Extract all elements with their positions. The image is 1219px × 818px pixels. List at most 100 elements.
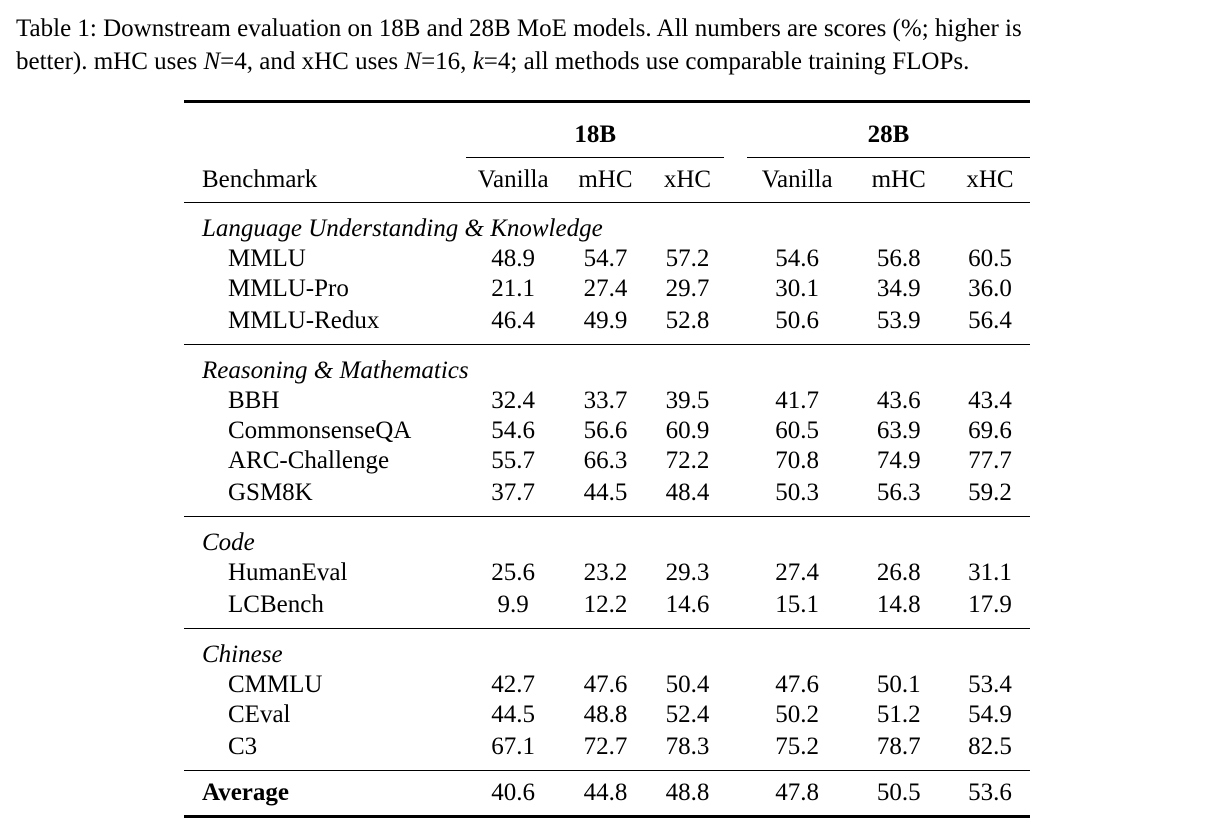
score-vanilla-18b: 67.1 [491,733,536,760]
average-vanilla-28b: 47.8 [775,779,820,806]
score-vanilla-28b: 27.4 [775,559,820,586]
score-xhc-28b: 60.5 [968,245,1012,272]
results-table: 18B 28B Benchmark Vanilla mHC xHC Vanill… [184,100,1030,818]
score-vanilla-28b: 70.8 [775,447,820,474]
score-mhc-18b: 23.2 [583,559,628,586]
benchmark-name: MMLU-Pro [228,275,349,302]
caption-var-k: k [472,48,484,75]
score-mhc-28b: 26.8 [876,559,921,586]
caption-line2-c: =16, [421,48,473,75]
score-xhc-18b: 50.4 [665,671,710,698]
score-xhc-28b: 43.4 [968,387,1012,414]
score-vanilla-28b: 41.7 [775,387,820,414]
score-mhc-28b: 34.9 [876,275,921,302]
average-mhc-18b: 44.8 [583,779,628,806]
benchmark-name: ARC-Challenge [228,447,390,474]
score-vanilla-18b: 55.7 [491,447,536,474]
benchmark-name: MMLU-Redux [228,307,380,334]
table-row: BBH 32.4 33.7 39.5 41.7 43.6 43.4 [184,386,1030,416]
score-mhc-18b: 48.8 [583,701,628,728]
score-xhc-18b: 29.3 [665,559,710,586]
group-header-row: 18B 28B [184,103,1030,158]
group-header-28b: 28B [746,103,1030,158]
col-header-vanilla-28b: Vanilla [746,157,848,203]
average-mhc-28b: 50.5 [876,779,921,806]
score-xhc-28b: 59.2 [968,479,1012,506]
score-xhc-28b: 53.4 [968,671,1012,698]
score-mhc-18b: 12.2 [583,591,628,618]
score-vanilla-18b: 32.4 [491,387,536,414]
score-vanilla-28b: 75.2 [775,733,820,760]
score-xhc-28b: 54.9 [968,701,1012,728]
score-mhc-28b: 50.1 [876,671,921,698]
section-title: Chinese [202,641,283,668]
score-xhc-18b: 39.5 [665,387,710,414]
benchmark-name: LCBench [228,591,324,618]
table-row: MMLU-Redux 46.4 49.9 52.8 50.6 53.9 56.4 [184,304,1030,344]
score-mhc-18b: 56.6 [583,417,628,444]
section-header: Reasoning & Mathematics [184,345,1030,387]
average-label: Average [202,779,289,806]
score-mhc-28b: 56.8 [876,245,921,272]
score-xhc-28b: 82.5 [968,733,1012,760]
caption-line2-b: =4, and xHC uses [220,48,405,75]
table-row: CommonsenseQA 54.6 56.6 60.9 60.5 63.9 69.6 [184,416,1030,446]
column-header-row: Benchmark Vanilla mHC xHC Vanilla mHC xH… [184,157,1030,203]
score-xhc-18b: 14.6 [665,591,710,618]
table-row: GSM8K 37.7 44.5 48.4 50.3 56.3 59.2 [184,476,1030,516]
caption-line2-d: =4; all methods use comparable training … [483,48,970,75]
score-vanilla-28b: 60.5 [775,417,820,444]
caption-var-n1: N [203,48,221,75]
table-row: LCBench 9.9 12.2 14.6 15.1 14.8 17.9 [184,588,1030,628]
score-xhc-18b: 48.4 [665,479,710,506]
table-body: Language Understanding & Knowledge MMLU 48… [184,203,1030,771]
score-vanilla-18b: 42.7 [491,671,536,698]
score-mhc-18b: 66.3 [583,447,628,474]
benchmark-name: C3 [228,733,258,760]
score-mhc-18b: 72.7 [583,733,628,760]
section-header: Chinese [184,629,1030,671]
score-mhc-28b: 51.2 [876,701,921,728]
score-mhc-18b: 33.7 [583,387,628,414]
score-mhc-18b: 49.9 [583,307,628,334]
caption-line1: Downstream evaluation on 18B and 28B MoE… [103,15,1022,42]
benchmark-name: BBH [228,387,280,414]
benchmark-name: CEval [228,701,291,728]
benchmark-name: CommonsenseQA [228,417,412,444]
table-caption: Table 1: Downstream evaluation on 18B an… [16,12,1206,78]
score-xhc-28b: 56.4 [968,307,1012,334]
score-vanilla-18b: 25.6 [491,559,536,586]
caption-line2-a: better). mHC uses [16,48,204,75]
group-header-18b: 18B [466,103,725,158]
benchmark-name: CMMLU [228,671,323,698]
score-xhc-18b: 57.2 [665,245,710,272]
score-xhc-18b: 72.2 [665,447,710,474]
average-xhc-28b: 53.6 [968,779,1012,806]
score-vanilla-28b: 54.6 [775,245,820,272]
caption-var-n2: N [404,48,422,75]
score-vanilla-28b: 15.1 [775,591,820,618]
score-mhc-28b: 78.7 [876,733,921,760]
table-row: HumanEval 25.6 23.2 29.3 27.4 26.8 31.1 [184,558,1030,588]
score-vanilla-28b: 47.6 [775,671,820,698]
score-xhc-18b: 78.3 [665,733,710,760]
benchmark-name: HumanEval [228,559,348,586]
score-vanilla-18b: 44.5 [491,701,536,728]
score-xhc-18b: 52.8 [665,307,710,334]
score-vanilla-18b: 48.9 [491,245,536,272]
score-xhc-18b: 52.4 [665,701,710,728]
table-row: CEval 44.5 48.8 52.4 50.2 51.2 54.9 [184,700,1030,730]
score-mhc-28b: 14.8 [876,591,921,618]
score-xhc-18b: 29.7 [665,275,710,302]
table-row: CMMLU 42.7 47.6 50.4 47.6 50.1 53.4 [184,670,1030,700]
table-row: MMLU 48.9 54.7 57.2 54.6 56.8 60.5 [184,244,1030,274]
score-vanilla-18b: 54.6 [491,417,536,444]
score-vanilla-18b: 37.7 [491,479,536,506]
caption-label: Table 1: [16,15,97,42]
score-mhc-18b: 27.4 [583,275,628,302]
section-title: Reasoning & Mathematics [202,357,469,384]
score-xhc-28b: 17.9 [968,591,1012,618]
score-mhc-18b: 47.6 [583,671,628,698]
table-row: ARC-Challenge 55.7 66.3 72.2 70.8 74.9 77.7 [184,446,1030,476]
score-vanilla-18b: 46.4 [491,307,536,334]
